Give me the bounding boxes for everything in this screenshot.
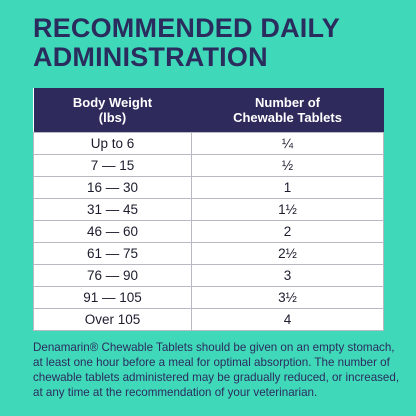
- table-cell: Over 105: [33, 308, 192, 331]
- footer-note: Denamarin® Chewable Tablets should be gi…: [33, 341, 400, 399]
- column-header-text: Body Weight (lbs): [72, 95, 153, 125]
- table-cell: 16 — 30: [33, 176, 192, 199]
- table-row: 91 — 105 3½: [33, 286, 384, 309]
- table-row: Over 105 4: [33, 308, 384, 331]
- table-cell: ¼: [191, 132, 384, 155]
- table-cell: 61 — 75: [33, 242, 192, 265]
- table-cell: 1: [191, 176, 384, 199]
- table-cell: 7 — 15: [33, 154, 192, 177]
- table-cell: 3: [191, 264, 384, 287]
- table-cell: 1½: [191, 198, 384, 221]
- table-row: 76 — 90 3: [33, 264, 384, 287]
- table-cell: 2: [191, 220, 384, 243]
- table-cell: 91 — 105: [33, 286, 192, 309]
- table-cell: 3½: [191, 286, 384, 309]
- table-cell: 4: [191, 308, 384, 331]
- table-row: 7 — 15 ½: [33, 154, 384, 177]
- column-header: Body Weight (lbs): [33, 88, 192, 133]
- table-cell: ½: [191, 154, 384, 177]
- table-row: 31 — 45 1½: [33, 198, 384, 221]
- table-cell: Up to 6: [33, 132, 192, 155]
- table-cell: 2½: [191, 242, 384, 265]
- table-cell: 76 — 90: [33, 264, 192, 287]
- table-row: 46 — 60 2: [33, 220, 384, 243]
- table-row: 61 — 75 2½: [33, 242, 384, 265]
- table-row: 16 — 30 1: [33, 176, 384, 199]
- column-header: Number of Chewable Tablets: [191, 88, 384, 133]
- column-header-text: Number of Chewable Tablets: [233, 95, 342, 125]
- header-row: Body Weight (lbs) Number of Chewable Tab…: [33, 88, 384, 133]
- table-cell: 31 — 45: [33, 198, 192, 221]
- table-cell: 46 — 60: [33, 220, 192, 243]
- dosage-table: Body Weight (lbs) Number of Chewable Tab…: [33, 88, 384, 331]
- title: RECOMMENDED DAILY ADMINISTRATION: [33, 13, 340, 72]
